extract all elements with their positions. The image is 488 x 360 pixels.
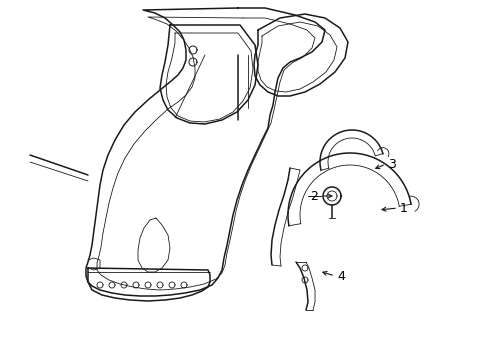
Text: 3: 3 [387, 158, 395, 171]
Text: 1: 1 [399, 202, 407, 215]
Text: 2: 2 [309, 189, 317, 202]
Text: 4: 4 [336, 270, 344, 283]
